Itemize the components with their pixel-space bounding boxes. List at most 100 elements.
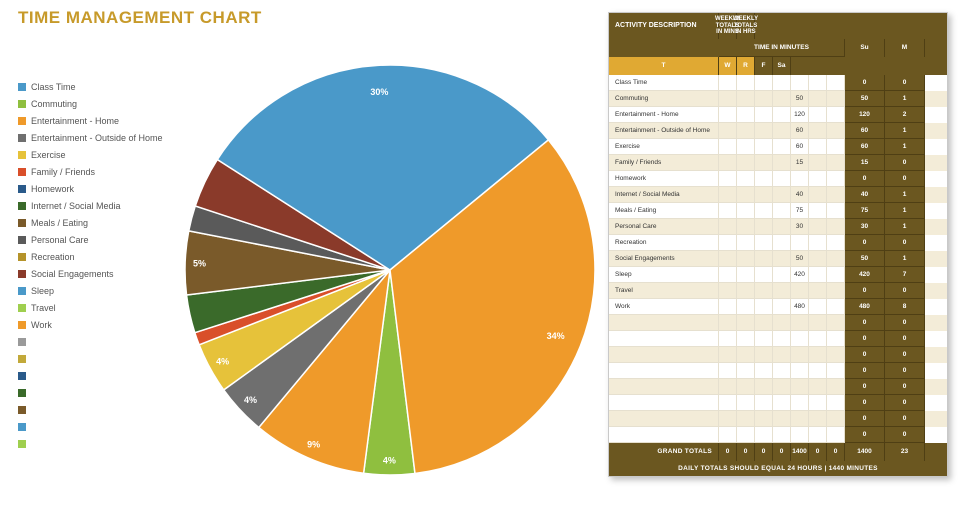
activity-cell: Personal Care [609, 219, 719, 235]
value-cell [809, 331, 827, 347]
value-cell [755, 395, 773, 411]
day-header: F [755, 57, 773, 75]
activity-cell [609, 395, 719, 411]
value-cell [827, 235, 845, 251]
value-cell [737, 107, 755, 123]
time-table: ACTIVITY DESCRIPTION TIME IN MINUTES SuM… [608, 12, 948, 477]
value-cell [773, 363, 791, 379]
activity-cell: Homework [609, 171, 719, 187]
value-cell [773, 203, 791, 219]
value-cell [827, 395, 845, 411]
pie-chart: 4%9%4%4%1%3%5%2%4%30%34% [170, 40, 610, 500]
value-cell [809, 283, 827, 299]
value-cell [809, 107, 827, 123]
value-cell [719, 299, 737, 315]
value-cell [791, 283, 809, 299]
value-cell: 40 [791, 187, 809, 203]
activity-cell: Class Time [609, 75, 719, 91]
value-cell [719, 363, 737, 379]
activity-cell [609, 411, 719, 427]
value-cell [719, 171, 737, 187]
legend-label: Exercise [31, 150, 66, 160]
table-row: 00 [609, 363, 947, 379]
value-cell [809, 379, 827, 395]
value-cell: 60 [791, 123, 809, 139]
weekly-mins-cell: 0 [845, 379, 885, 395]
value-cell [827, 331, 845, 347]
value-cell [827, 347, 845, 363]
weekly-hrs-cell: 1 [885, 123, 925, 139]
value-cell [809, 411, 827, 427]
table-row: 00 [609, 395, 947, 411]
pie-label: 34% [547, 331, 565, 341]
legend-swatch [18, 202, 26, 210]
weekly-mins-cell: 0 [845, 235, 885, 251]
value-cell [773, 331, 791, 347]
value-cell [737, 267, 755, 283]
weekly-mins-cell: 60 [845, 139, 885, 155]
pie-label: 3% [170, 312, 182, 322]
legend-label: Entertainment - Outside of Home [31, 133, 163, 143]
activity-cell: Meals / Eating [609, 203, 719, 219]
value-cell: 30 [791, 219, 809, 235]
legend-label: Commuting [31, 99, 77, 109]
value-cell [773, 299, 791, 315]
weekly-mins-cell: 420 [845, 267, 885, 283]
value-cell [791, 331, 809, 347]
legend-item: Meals / Eating [18, 214, 163, 231]
activity-cell: Recreation [609, 235, 719, 251]
value-cell [809, 219, 827, 235]
value-cell [809, 251, 827, 267]
table-row: 00 [609, 315, 947, 331]
legend-label: Internet / Social Media [31, 201, 121, 211]
value-cell [755, 427, 773, 443]
legend-swatch [18, 253, 26, 261]
table-row: Entertainment - Home1201202 [609, 107, 947, 123]
table-row: 00 [609, 347, 947, 363]
legend-label: Homework [31, 184, 74, 194]
activity-cell: Entertainment - Home [609, 107, 719, 123]
activity-cell [609, 347, 719, 363]
value-cell [773, 235, 791, 251]
legend-item [18, 418, 163, 435]
weekly-hrs-cell: 1 [885, 251, 925, 267]
grand-day: 0 [755, 443, 773, 461]
legend-swatch [18, 151, 26, 159]
legend-label: Entertainment - Home [31, 116, 119, 126]
value-cell [719, 427, 737, 443]
value-cell [719, 251, 737, 267]
value-cell [737, 411, 755, 427]
weekly-hrs-cell: 1 [885, 203, 925, 219]
grand-day: 0 [737, 443, 755, 461]
value-cell [737, 251, 755, 267]
activity-cell: Sleep [609, 267, 719, 283]
value-cell [773, 75, 791, 91]
value-cell [809, 155, 827, 171]
value-cell [719, 267, 737, 283]
chart-legend: Class TimeCommutingEntertainment - HomeE… [18, 78, 163, 452]
pie-label: 1% [177, 339, 190, 349]
value-cell [719, 139, 737, 155]
value-cell [719, 219, 737, 235]
activity-cell: Family / Friends [609, 155, 719, 171]
value-cell [809, 299, 827, 315]
legend-label: Sleep [31, 286, 54, 296]
legend-swatch [18, 168, 26, 176]
col-weekly-hrs: WEEKLY TOTALS IN HRS [737, 13, 755, 39]
value-cell [755, 315, 773, 331]
weekly-mins-cell: 0 [845, 331, 885, 347]
legend-label: Work [31, 320, 52, 330]
legend-swatch [18, 100, 26, 108]
day-header: W [719, 57, 737, 75]
activity-cell: Internet / Social Media [609, 187, 719, 203]
value-cell [755, 203, 773, 219]
value-cell: 60 [791, 139, 809, 155]
legend-item: Internet / Social Media [18, 197, 163, 214]
legend-label: Recreation [31, 252, 75, 262]
value-cell [809, 315, 827, 331]
activity-cell [609, 427, 719, 443]
value-cell [773, 107, 791, 123]
value-cell [773, 283, 791, 299]
legend-item [18, 401, 163, 418]
value-cell [827, 363, 845, 379]
